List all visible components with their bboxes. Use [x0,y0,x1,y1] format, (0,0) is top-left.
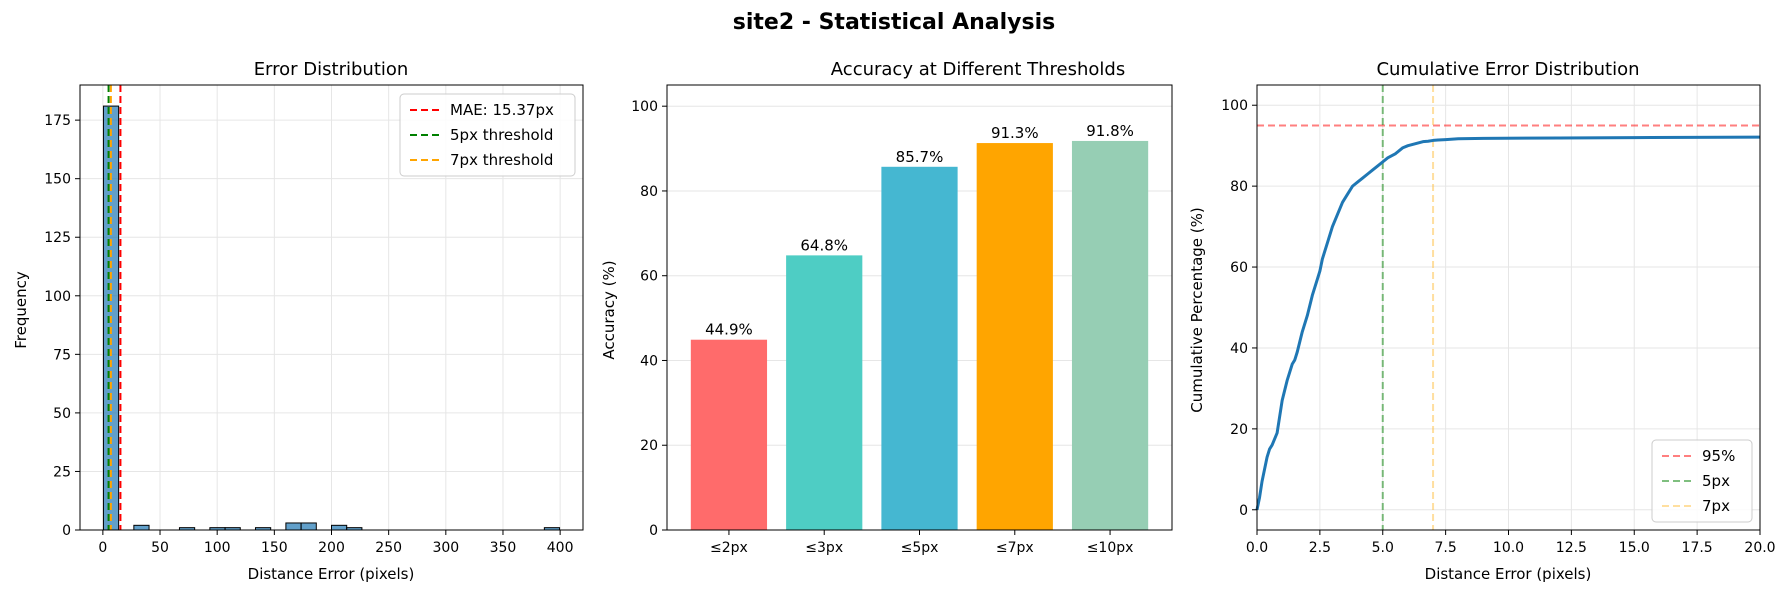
legend-box [399,93,576,177]
x-tick-label: 7.5 [1434,540,1456,556]
histogram-bar [331,524,348,531]
bar-value-label: 44.9% [705,321,753,339]
cumulative-series-line [1255,135,1761,511]
x-tick-label: 350 [490,540,517,556]
x-tick-label: ≤5px [901,540,939,556]
accuracy-bar [690,339,768,530]
legend-label: 7px [1702,497,1730,515]
bar-value-label: 91.3% [991,124,1039,142]
x-tick-label: 100 [204,540,231,556]
legend: 95% 5px 7px [1651,439,1753,523]
accuracy-bar [1071,140,1149,530]
chart-title: Accuracy at Different Thresholds [831,59,1125,80]
y-axis-label: Frequency [12,271,30,349]
y-tick-label: 0 [1239,503,1248,519]
y-tick-label: 100 [631,99,658,115]
y-tick-label: 60 [1230,260,1248,276]
y-tick-label: 40 [1230,341,1248,357]
legend: MAE: 15.37px 5px threshold 7px threshold [399,93,576,177]
y-tick-label: 75 [53,347,71,363]
histogram-bar [133,524,150,531]
x-tick-label: 300 [432,540,459,556]
x-tick-label: 250 [375,540,402,556]
y-tick-label: 100 [1221,98,1248,114]
accuracy-bar [881,166,958,531]
y-tick-label: 20 [640,438,658,454]
histogram-bar [300,522,317,531]
histogram-bar [285,522,302,531]
y-tick-label: 50 [53,406,71,422]
cumulative-error-chart: 0.0 2.5 5.0 7.5 10.0 12.5 15.0 17.5 20.0 0 20 40 60 8… [1188,59,1776,583]
y-tick-label: 80 [1230,179,1248,195]
y-axis-label: Cumulative Percentage (%) [1188,207,1206,413]
x-tick-label: 17.5 [1682,540,1713,556]
accuracy-thresholds-chart: 44.9% 64.8% 85.7% 91.3% 91.8% 0 20 40 60 80 100 ≤2… [600,59,1173,556]
x-tick-label: ≤2px [710,540,748,556]
x-tick-label: ≤10px [1087,540,1134,556]
y-tick-label: 150 [44,172,71,188]
chart-title: Cumulative Error Distribution [1376,59,1639,80]
x-tick-label: 15.0 [1619,540,1650,556]
legend-label: 7px threshold [450,151,553,169]
bar-value-label: 64.8% [800,236,848,254]
y-tick-label: 0 [649,523,658,539]
x-tick-label: 2.5 [1309,540,1331,556]
y-axis-label: Accuracy (%) [600,260,618,359]
legend-label: 5px [1702,472,1730,490]
accuracy-bar [976,143,1053,531]
x-tick-label: 200 [318,540,345,556]
x-tick-label: 0 [98,540,107,556]
x-tick-label: 0.0 [1246,540,1268,556]
x-tick-label: ≤3px [805,540,843,556]
y-tick-label: 60 [640,269,658,285]
legend-box [1651,439,1753,523]
x-tick-label: 5.0 [1372,540,1394,556]
y-tick-label: 80 [640,184,658,200]
legend-label: 5px threshold [450,126,553,144]
figure-title: site2 - Statistical Analysis [733,10,1055,35]
x-tick-label: 50 [151,540,169,556]
y-tick-label: 25 [53,464,71,480]
y-tick-label: 40 [640,353,658,369]
error-distribution-chart: 0 50 100 150 200 250 300 350 400 0 25 50 75 100 125 150… [12,59,584,583]
y-tick-label: 125 [44,230,71,246]
legend-label: MAE: 15.37px [450,101,554,119]
y-tick-label: 0 [62,523,71,539]
x-tick-label: 10.0 [1493,540,1524,556]
x-tick-label: 400 [547,540,574,556]
y-tick-label: 100 [44,289,71,305]
x-axis-label: Distance Error (pixels) [1425,565,1592,583]
x-tick-label: 150 [261,540,288,556]
legend-label: 95% [1702,447,1735,465]
bar-value-label: 85.7% [896,148,944,166]
chart-title: Error Distribution [254,59,409,80]
y-tick-label: 20 [1230,422,1248,438]
y-tick-label: 175 [44,113,71,129]
x-tick-label: 20.0 [1744,540,1775,556]
x-tick-label: ≤7px [996,540,1034,556]
x-tick-label: 12.5 [1556,540,1587,556]
accuracy-bar [786,255,863,530]
bar-value-label: 91.8% [1086,122,1134,140]
x-axis-label: Distance Error (pixels) [248,565,415,583]
